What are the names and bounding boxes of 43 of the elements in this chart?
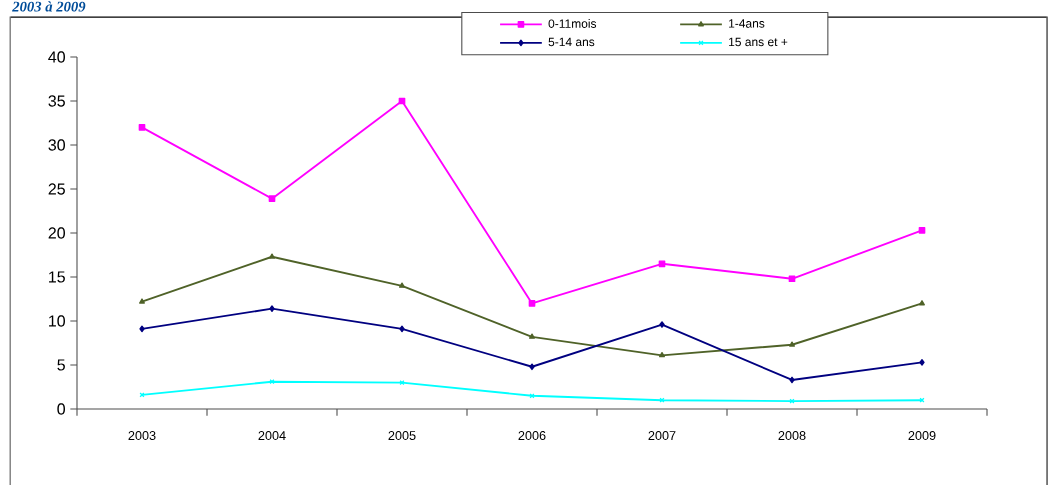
legend-label: 1-4ans <box>729 19 765 28</box>
legend-label: 5-14 ans <box>548 37 595 47</box>
y-tick-label: 35 <box>48 95 65 107</box>
point <box>139 325 145 333</box>
y-tick-label: 40 <box>48 51 65 63</box>
point <box>659 321 665 328</box>
point <box>529 363 535 371</box>
point <box>269 379 275 385</box>
point <box>789 341 795 347</box>
point <box>138 124 146 131</box>
x-tick-label: 2008 <box>778 431 806 441</box>
point <box>528 300 536 307</box>
point <box>918 227 926 234</box>
x-tick-label: 2004 <box>258 431 286 441</box>
x-tick-label: 2009 <box>908 431 936 441</box>
point <box>139 298 145 304</box>
y-tick-label: 5 <box>57 359 65 371</box>
point <box>399 325 405 333</box>
y-tick-label: 15 <box>49 271 65 283</box>
y-tick-label: 30 <box>48 139 65 151</box>
y-tick-label: 0 <box>57 403 66 415</box>
point <box>269 305 275 313</box>
y-tick-label: 20 <box>48 227 65 239</box>
point <box>529 333 535 339</box>
x-tick-label: 2007 <box>648 431 676 441</box>
x-tick-label: 2005 <box>388 431 416 441</box>
point <box>399 380 405 386</box>
chart-title: 2003 à 2009 <box>12 1 86 12</box>
point <box>269 253 275 259</box>
x-tick-label: 2003 <box>128 431 156 441</box>
point <box>658 260 666 268</box>
point <box>659 351 665 358</box>
legend-label: 0-11mois <box>548 19 597 28</box>
point <box>788 275 796 283</box>
point <box>789 376 795 384</box>
point <box>919 359 925 366</box>
point <box>399 282 405 288</box>
y-tick-label: 25 <box>48 183 65 195</box>
x-tick-label: 2006 <box>518 431 546 441</box>
legend-label: 15 ans et + <box>729 37 788 47</box>
point <box>268 195 276 203</box>
y-tick-label: 10 <box>49 315 65 327</box>
point <box>919 300 925 306</box>
